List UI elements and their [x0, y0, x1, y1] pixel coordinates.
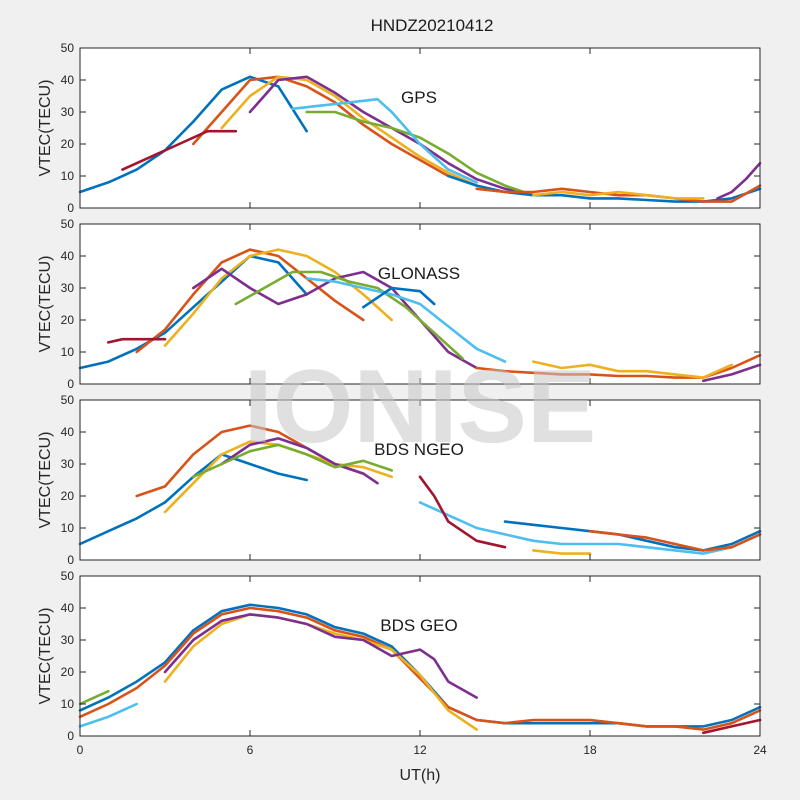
- series-line: [532, 360, 733, 379]
- y-tick-label: 20: [61, 665, 75, 679]
- series-line: [78, 606, 762, 731]
- y-tick-label: 50: [61, 41, 75, 55]
- y-tick-label: 10: [61, 697, 75, 711]
- series-line: [702, 363, 762, 383]
- chart-panel: 0 10 20 30 40 50 VTEC(TECU) GPS: [37, 41, 762, 215]
- series-line: [475, 184, 762, 203]
- y-tick-label: 40: [61, 425, 75, 439]
- y-tick-label: 40: [61, 73, 75, 87]
- series-line: [78, 689, 110, 706]
- y-tick-label: 20: [61, 489, 75, 503]
- series-line: [121, 129, 238, 171]
- chart-panel: 0 10 20 30 40 50 0 6 12 18 24 VTEC(TECU) BDS GEO: [37, 569, 767, 757]
- y-tick-label: 20: [61, 313, 75, 327]
- series-line: [305, 277, 507, 363]
- chart-panel: 0 10 20 30 40 50 VTEC(TECU) GLONASS: [37, 217, 762, 391]
- y-tick-label: 50: [61, 569, 75, 583]
- panel-label: BDS NGEO: [374, 440, 464, 459]
- series-line: [362, 286, 436, 309]
- chart-title: HNDZ20210412: [371, 16, 494, 35]
- y-tick-label: 0: [67, 553, 74, 567]
- panel-label: BDS GEO: [380, 616, 457, 635]
- series-line: [220, 75, 478, 187]
- series-line: [107, 337, 167, 344]
- series-line: [192, 267, 478, 370]
- panel-label: GLONASS: [378, 264, 460, 283]
- x-tick-label: 18: [583, 743, 597, 757]
- series-line: [532, 190, 705, 200]
- series-line: [702, 718, 762, 735]
- watermark-text: IONISE: [244, 349, 597, 465]
- y-tick-label: 0: [67, 377, 74, 391]
- series-line: [192, 443, 393, 479]
- series-line: [503, 520, 762, 552]
- series-line: [234, 270, 464, 360]
- y-axis-label: VTEC(TECU): [37, 256, 54, 353]
- x-tick-label: 24: [753, 743, 767, 757]
- series-line: [78, 254, 308, 370]
- y-tick-label: 40: [61, 249, 75, 263]
- plot-area: [80, 48, 760, 208]
- series-line: [716, 161, 762, 200]
- y-tick-label: 0: [67, 201, 74, 215]
- series-line: [291, 97, 478, 184]
- series-line: [220, 437, 379, 485]
- y-tick-label: 50: [61, 393, 75, 407]
- chart-panels: 0 10 20 30 40 50 VTEC(TECU) GPS 0 10 20 30 40 50 VTEC(…: [37, 41, 767, 757]
- x-axis-label: UT(h): [400, 767, 441, 784]
- series-line: [135, 248, 365, 354]
- y-tick-label: 30: [61, 281, 75, 295]
- y-tick-label: 40: [61, 601, 75, 615]
- series-line: [163, 613, 478, 731]
- y-tick-label: 0: [67, 729, 74, 743]
- chart-panel: 0 10 20 30 40 50 VTEC(TECU) BDS NGEO: [37, 393, 762, 567]
- y-tick-label: 30: [61, 457, 75, 471]
- series-line: [532, 549, 592, 555]
- series-line: [78, 702, 138, 728]
- series-line: [418, 475, 507, 549]
- y-tick-label: 10: [61, 169, 75, 183]
- y-axis-label: VTEC(TECU): [37, 80, 54, 177]
- series-line: [163, 613, 478, 699]
- y-tick-label: 30: [61, 633, 75, 647]
- series-line: [192, 75, 450, 178]
- series-line: [588, 529, 762, 552]
- y-axis-label: VTEC(TECU): [37, 608, 54, 705]
- y-axis-label: VTEC(TECU): [37, 432, 54, 529]
- y-tick-label: 10: [61, 345, 75, 359]
- y-tick-label: 20: [61, 137, 75, 151]
- y-tick-label: 30: [61, 105, 75, 119]
- x-tick-label: 6: [247, 743, 254, 757]
- x-tick-label: 12: [413, 743, 427, 757]
- y-tick-label: 50: [61, 217, 75, 231]
- y-tick-label: 10: [61, 521, 75, 535]
- plot-area: [80, 576, 760, 736]
- x-tick-label: 0: [77, 743, 84, 757]
- panel-label: GPS: [401, 88, 437, 107]
- plot-area: [80, 400, 760, 560]
- series-line: [305, 110, 535, 197]
- series-line: [418, 501, 762, 555]
